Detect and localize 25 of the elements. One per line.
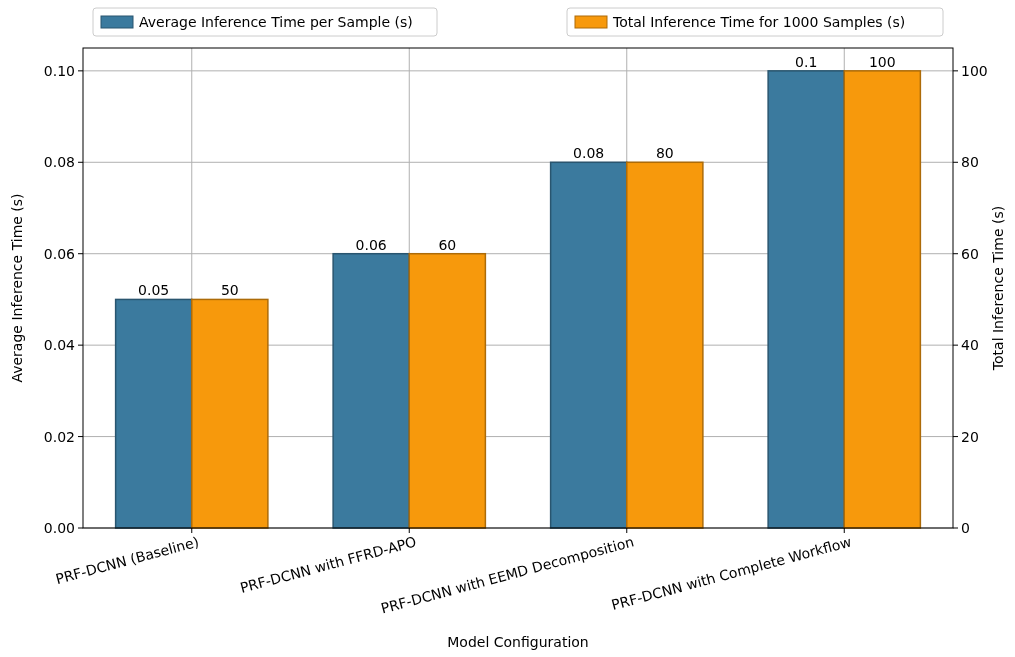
y2-tick-label: 60 [961,245,979,262]
y-tick-label: 0.04 [43,337,76,354]
y-tick-label: 0.08 [43,154,75,171]
legend-label: Average Inference Time per Sample (s) [139,14,413,30]
y-tick-label: 0.02 [43,428,75,445]
x-axis-title: Model Configuration [447,634,589,650]
y2-tick-label: 40 [961,337,979,354]
y-tick-label: 0.10 [43,62,75,79]
data-label: 0.05 [138,282,170,299]
data-label: 0.08 [573,145,605,162]
data-label: 100 [868,53,896,70]
y2-tick-label: 100 [961,62,988,79]
data-label: 50 [220,282,239,299]
data-label: 80 [655,145,674,162]
y-tick-label: 0.00 [43,520,75,536]
y2-tick-label: 20 [961,428,979,445]
y2-tick-label: 0 [961,520,970,536]
data-label: 60 [438,236,457,253]
y-tick-label: 0.06 [43,245,76,262]
y2-tick-label: 80 [961,154,979,171]
data-label: 0.06 [355,236,387,253]
legend-label: Total Inference Time for 1000 Samples (s) [612,14,906,30]
y2-axis-title: Total Inference Time (s) [990,205,1006,372]
y-axis-title: Average Inference Time (s) [9,193,25,383]
data-label: 0.1 [795,53,818,70]
